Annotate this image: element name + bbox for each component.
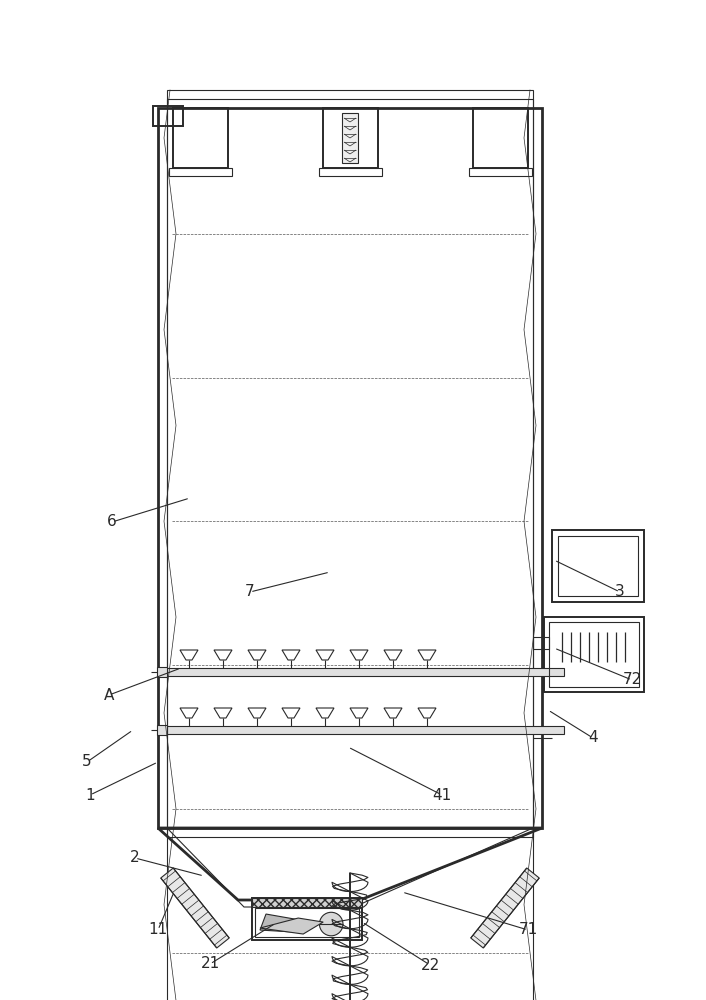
Text: 21: 21 [201, 956, 220, 972]
Bar [158, 108, 542, 828]
Bar [255, 908, 359, 937]
Text: 72: 72 [623, 672, 642, 688]
Bar [173, 108, 228, 168]
Bar [167, 99, 533, 837]
Text: A: A [104, 688, 114, 702]
Bar [552, 530, 644, 602]
Bar [157, 725, 167, 735]
Polygon shape [260, 914, 300, 932]
Bar [157, 667, 167, 677]
Text: 3: 3 [615, 584, 625, 599]
Bar [167, 90, 533, 1000]
Polygon shape [260, 918, 323, 934]
Bar [544, 617, 644, 692]
Text: 5: 5 [82, 754, 92, 770]
Bar [319, 168, 382, 176]
Bar [473, 108, 528, 168]
Circle shape [319, 912, 343, 936]
Polygon shape [161, 868, 229, 948]
Bar [252, 898, 362, 940]
Bar [167, 726, 564, 734]
Bar [323, 108, 378, 168]
Bar [342, 113, 358, 163]
Text: 2: 2 [130, 850, 140, 865]
Text: 11: 11 [148, 922, 167, 938]
Bar [167, 668, 564, 676]
Text: 71: 71 [518, 922, 538, 938]
Bar [169, 168, 232, 176]
Text: 6: 6 [107, 514, 117, 530]
Bar [469, 168, 532, 176]
Text: 41: 41 [432, 788, 452, 802]
Bar [153, 106, 183, 126]
Polygon shape [471, 868, 539, 948]
Text: 7: 7 [245, 584, 255, 599]
Bar [533, 637, 549, 649]
Bar [549, 622, 639, 687]
Text: 22: 22 [420, 958, 440, 972]
Bar [252, 898, 362, 907]
Text: 1: 1 [85, 788, 95, 802]
Bar [558, 536, 638, 596]
Text: 4: 4 [588, 730, 598, 746]
